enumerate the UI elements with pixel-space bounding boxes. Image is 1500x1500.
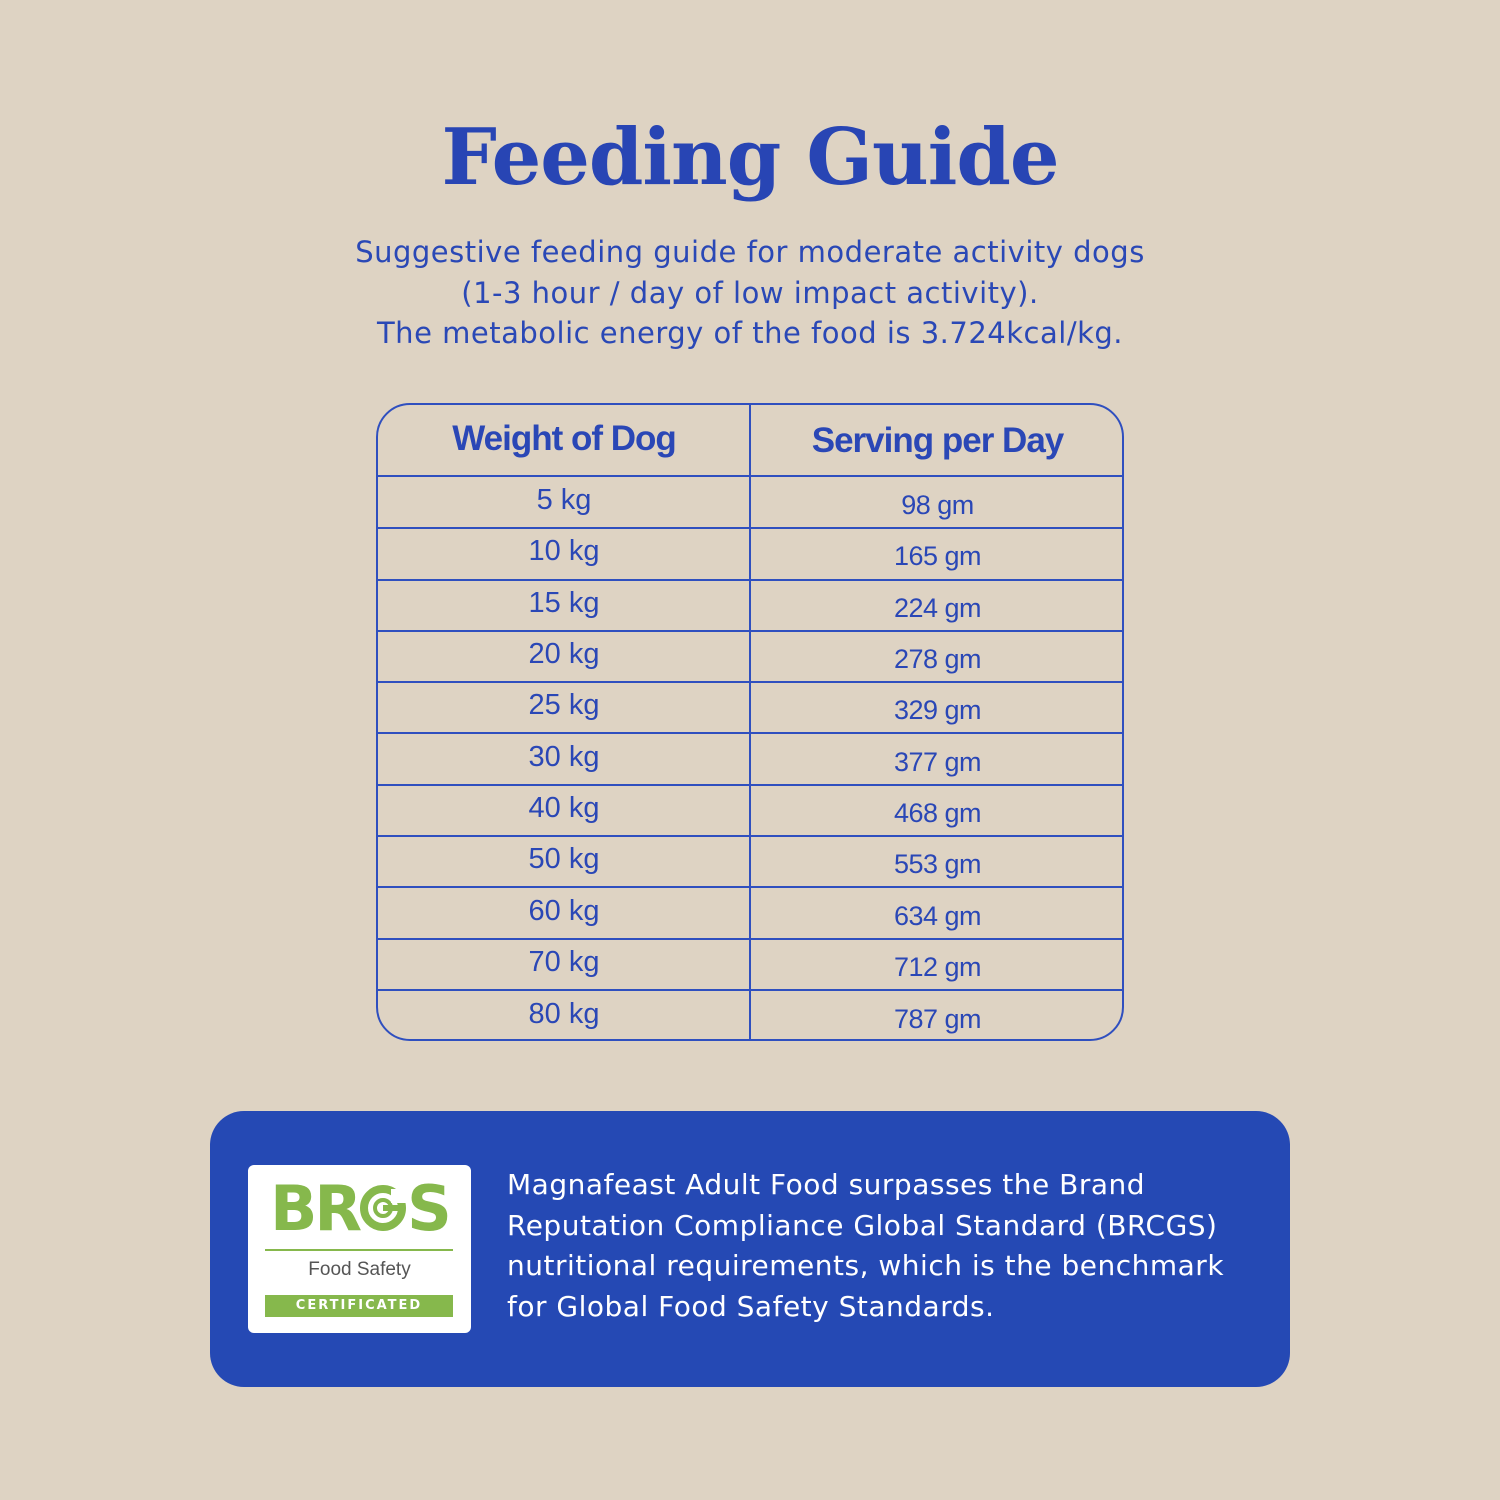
certificated-badge: CERTIFICATED [265,1295,453,1317]
table-row: 5 kg 98 gm [378,478,1122,530]
page-title: Feeding Guide [441,112,1059,203]
certification-panel: BR S Food Safety CERTIFICATED Magnafeast … [210,1111,1290,1387]
weight-cell: 50 kg [528,843,600,876]
table-row: 15 kg 224 gm [378,581,1122,632]
table-row: 10 kg 165 gm [378,529,1122,581]
brcgs-logo: BR S Food Safety CERTIFICATED [248,1165,471,1333]
table-body: 5 kg 98 gm 10 kg 165 gm 15 kg 224 gm 20 … [378,478,1122,1039]
brcgs-wordmark: BR S [248,1173,471,1245]
food-safety-label: Food Safety [308,1259,411,1280]
weight-cell: 80 kg [528,998,600,1031]
serving-cell: 165 gm [893,541,982,572]
serving-cell: 712 gm [893,951,982,982]
brand-text-right: S [407,1172,452,1245]
serving-cell: 468 gm [893,797,982,828]
description-line: Suggestive feeding guide for moderate ac… [355,235,1145,269]
weight-cell: 20 kg [528,638,600,671]
brand-text-left: BR [270,1172,362,1245]
certification-text-line: Reputation Compliance Global Standard (B… [507,1208,1218,1242]
serving-cell: 329 gm [893,695,982,726]
certification-text: Magnafeast Adult Food surpasses the Bran… [507,1165,1267,1327]
table-row: 70 kg 712 gm [378,940,1122,991]
weight-cell: 30 kg [528,740,600,773]
weight-cell: 10 kg [528,535,600,568]
table-row: 50 kg 553 gm [378,837,1122,889]
header-serving-per-day: Serving per Day [811,421,1065,460]
table-row: 80 kg 787 gm [378,991,1122,1039]
weight-cell: 60 kg [528,894,600,927]
brcgs-g-icon [360,1174,407,1231]
table-header: Weight of Dog Serving per Day [378,405,1122,477]
description-line: The metabolic energy of the food is 3.72… [376,316,1124,350]
table-row: 25 kg 329 gm [378,683,1122,735]
column-divider [749,405,751,1039]
weight-cell: 15 kg [528,586,600,619]
certification-text-line: nutritional requirements, which is the b… [507,1249,1225,1282]
serving-cell: 634 gm [893,900,982,931]
certification-text-line: Magnafeast Adult Food surpasses the Bran… [507,1168,1146,1201]
serving-cell: 377 gm [893,746,982,777]
serving-cell: 278 gm [893,644,982,675]
serving-cell: 98 gm [901,490,974,521]
serving-cell: 224 gm [893,592,982,623]
serving-cell: 787 gm [893,1004,982,1035]
weight-cell: 40 kg [528,791,600,824]
table-row: 60 kg 634 gm [378,888,1122,940]
table-row: 40 kg 468 gm [378,786,1122,838]
feeding-table: Weight of Dog Serving per Day 5 kg 98 gm… [376,403,1124,1041]
logo-divider [265,1249,453,1251]
weight-cell: 70 kg [528,945,600,978]
header-weight-of-dog: Weight of Dog [452,419,677,458]
description-line: (1-3 hour / day of low impact activity). [461,275,1039,310]
weight-cell: 5 kg [536,484,592,517]
serving-cell: 553 gm [893,849,982,880]
feeding-guide-description: Suggestive feeding guide for moderate ac… [0,232,1500,354]
table-row: 30 kg 377 gm [378,734,1122,786]
certification-text-line: for Global Food Safety Standards. [507,1289,995,1323]
table-row: 20 kg 278 gm [378,632,1122,684]
weight-cell: 25 kg [528,689,600,722]
